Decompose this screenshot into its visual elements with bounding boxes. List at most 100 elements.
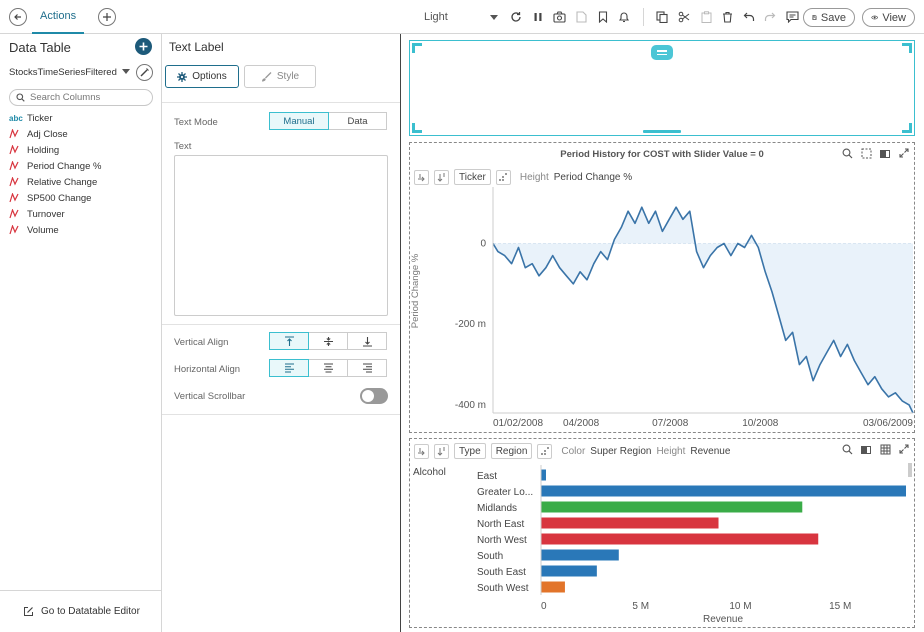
column-name: Holding bbox=[27, 144, 60, 156]
search-columns-field[interactable] bbox=[9, 89, 153, 106]
theme-select[interactable]: Light bbox=[418, 8, 504, 26]
refresh-button[interactable] bbox=[509, 10, 523, 24]
comments-button[interactable] bbox=[785, 10, 799, 24]
sort-button[interactable] bbox=[434, 443, 449, 459]
pdf-button[interactable] bbox=[574, 10, 588, 24]
vertical-align-segmented bbox=[269, 332, 387, 350]
x-tick-label: 0 bbox=[541, 601, 547, 612]
select-icon[interactable] bbox=[860, 147, 872, 159]
region-chip[interactable]: Region bbox=[490, 443, 533, 459]
column-item[interactable]: Turnover bbox=[9, 206, 159, 222]
y-tick-label: 0 bbox=[480, 239, 486, 250]
column-item[interactable]: Volume bbox=[9, 222, 159, 238]
bar[interactable] bbox=[541, 469, 546, 481]
column-item[interactable]: Holding bbox=[9, 142, 159, 158]
drag-handle-icon[interactable] bbox=[651, 45, 673, 60]
column-item[interactable]: abc Ticker bbox=[9, 110, 159, 126]
data-source-edit-button[interactable] bbox=[136, 64, 153, 81]
text-input[interactable] bbox=[174, 155, 388, 316]
table-icon[interactable] bbox=[879, 443, 891, 455]
bar[interactable] bbox=[541, 517, 719, 529]
view-button[interactable]: View bbox=[862, 8, 915, 27]
column-name: Ticker bbox=[27, 112, 53, 124]
vertical-scrollbar-toggle[interactable] bbox=[360, 388, 388, 404]
height-value[interactable]: Revenue bbox=[690, 445, 731, 457]
delete-button[interactable] bbox=[720, 10, 734, 24]
bar[interactable] bbox=[541, 485, 906, 497]
color-value[interactable]: Super Region bbox=[590, 445, 652, 457]
paste-button[interactable] bbox=[699, 10, 713, 24]
bar[interactable] bbox=[541, 501, 803, 513]
align-right-icon bbox=[362, 363, 372, 373]
go-to-datatable-editor-link[interactable]: Go to Datatable Editor bbox=[0, 590, 161, 632]
undo-button[interactable] bbox=[742, 10, 756, 24]
swap-axes-button[interactable] bbox=[414, 169, 429, 185]
data-source-name[interactable]: StocksTimeSeriesFiltered bbox=[9, 67, 117, 78]
column-item[interactable]: Adj Close bbox=[9, 126, 159, 142]
bar[interactable] bbox=[541, 549, 619, 561]
text-mode-label: Text Mode bbox=[174, 117, 218, 128]
column-item[interactable]: SP500 Change bbox=[9, 190, 159, 206]
category-label: Midlands bbox=[477, 503, 517, 514]
ticker-chip[interactable]: Ticker bbox=[454, 169, 491, 185]
height-label: Height bbox=[656, 445, 686, 457]
align-bottom-button[interactable] bbox=[347, 332, 387, 350]
save-button[interactable]: Save bbox=[803, 8, 855, 27]
caret-down-icon[interactable] bbox=[122, 69, 130, 74]
bar[interactable] bbox=[541, 533, 819, 545]
align-middle-icon bbox=[323, 336, 333, 346]
expand-icon[interactable] bbox=[898, 443, 910, 455]
height-value[interactable]: Period Change % bbox=[553, 171, 633, 183]
align-middle-button[interactable] bbox=[308, 332, 348, 350]
breakdown-button[interactable] bbox=[495, 169, 511, 185]
group-label: Alcohol bbox=[413, 467, 446, 478]
sort-button[interactable] bbox=[434, 169, 449, 185]
resize-handle-bottom[interactable] bbox=[643, 130, 681, 133]
type-chip[interactable]: Type bbox=[454, 443, 486, 459]
resize-handle-bottom-left[interactable] bbox=[412, 123, 422, 133]
text-mode-manual[interactable]: Manual bbox=[269, 112, 329, 130]
add-tab-button[interactable] bbox=[98, 8, 116, 26]
alerts-button[interactable] bbox=[617, 10, 631, 24]
export-icon[interactable] bbox=[860, 443, 872, 455]
align-right-button[interactable] bbox=[347, 359, 387, 377]
bookmark-button[interactable] bbox=[596, 10, 610, 24]
search-icon[interactable] bbox=[841, 443, 853, 455]
x-tick-label: 10 M bbox=[729, 601, 751, 612]
align-center-button[interactable] bbox=[308, 359, 348, 377]
text-mode-data[interactable]: Data bbox=[328, 112, 387, 130]
search-columns-input[interactable] bbox=[30, 92, 140, 103]
snapshot-button[interactable] bbox=[552, 10, 566, 24]
back-button[interactable] bbox=[9, 8, 27, 26]
cut-button[interactable] bbox=[677, 10, 691, 24]
resize-handle-top-left[interactable] bbox=[412, 43, 422, 53]
pause-button[interactable] bbox=[531, 10, 545, 24]
export-icon[interactable] bbox=[879, 147, 891, 159]
column-item[interactable]: Relative Change bbox=[9, 174, 159, 190]
series-line[interactable] bbox=[492, 206, 914, 414]
add-data-button[interactable] bbox=[135, 38, 152, 55]
column-name: Volume bbox=[27, 224, 59, 236]
redo-button[interactable] bbox=[763, 10, 777, 24]
swap-axes-button[interactable] bbox=[414, 443, 429, 459]
resize-handle-bottom-right[interactable] bbox=[902, 123, 912, 133]
column-name: Adj Close bbox=[27, 128, 68, 140]
text-label-widget[interactable] bbox=[409, 40, 915, 136]
align-left-button[interactable] bbox=[269, 359, 309, 377]
column-name: SP500 Change bbox=[27, 192, 92, 204]
column-item[interactable]: Period Change % bbox=[9, 158, 159, 174]
tab-style[interactable]: Style bbox=[244, 65, 316, 88]
expand-icon[interactable] bbox=[898, 147, 910, 159]
tab-actions[interactable]: Actions bbox=[32, 0, 85, 34]
bar[interactable] bbox=[541, 565, 597, 577]
scatter-icon bbox=[499, 173, 508, 181]
search-icon[interactable] bbox=[841, 147, 853, 159]
align-top-button[interactable] bbox=[269, 332, 309, 350]
category-label: North West bbox=[477, 535, 527, 546]
breakdown-button[interactable] bbox=[537, 443, 553, 459]
duplicate-button[interactable] bbox=[655, 10, 669, 24]
tab-options[interactable]: Options bbox=[165, 65, 239, 88]
resize-handle-top-right[interactable] bbox=[902, 43, 912, 53]
scrollbar-thumb[interactable] bbox=[908, 463, 912, 477]
bar[interactable] bbox=[541, 581, 565, 593]
